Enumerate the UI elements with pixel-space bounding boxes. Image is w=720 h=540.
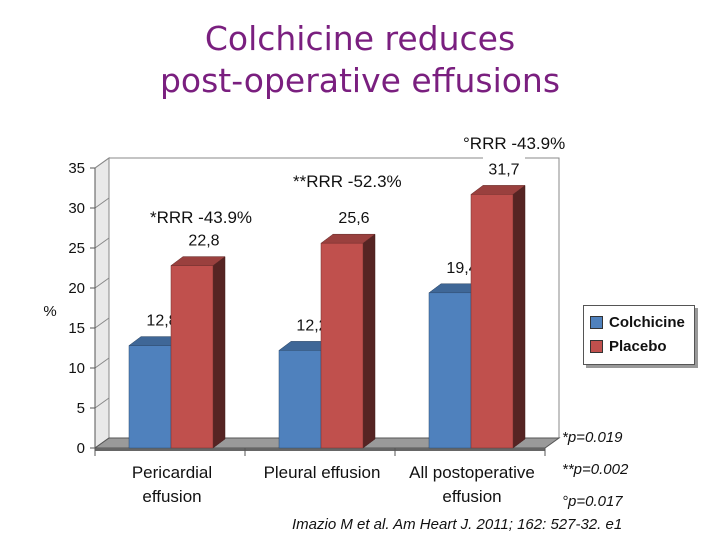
y-grid-stub: [94, 157, 110, 169]
y-grid-stub: [94, 317, 110, 329]
title-line-2: post-operative effusions: [159, 61, 561, 100]
data-label: 12,8: [146, 313, 177, 330]
x-tick-label: Pericardial: [132, 463, 212, 482]
y-tick-label: 10: [68, 360, 85, 377]
plot-floor-edge: [95, 448, 545, 451]
x-tick-label: All postoperative: [409, 463, 535, 482]
data-label-box: [183, 227, 225, 252]
footnote-p3: °p=0.017: [562, 493, 623, 510]
legend-swatch-placebo: [590, 339, 603, 353]
y-grid-stub: [94, 397, 110, 409]
y-grid-stub: [94, 277, 110, 289]
bar-colchicine: [278, 350, 322, 449]
y-tick-label: 20: [68, 280, 85, 297]
legend-item-colchicine: Colchicine: [590, 310, 694, 334]
legend-label-placebo: Placebo: [609, 337, 667, 355]
y-grid-stub: [94, 357, 110, 369]
bar-placebo: [470, 194, 514, 449]
x-tick-label: Pleural effusion: [264, 463, 381, 482]
legend-item-placebo: Placebo: [590, 334, 694, 358]
y-tick-label: 0: [77, 440, 85, 457]
y-tick-label: 30: [68, 200, 85, 217]
bar-colchicine: [428, 292, 472, 449]
bar-side-placebo: [512, 184, 526, 449]
chart-legend: Colchicine Placebo: [583, 305, 695, 365]
bar-placebo: [320, 242, 364, 449]
data-label: 19,4: [446, 260, 477, 277]
bar-placebo: [170, 265, 214, 449]
legend-swatch-colchicine: [590, 315, 603, 329]
data-label: 22,8: [188, 233, 219, 250]
y-grid-stub: [94, 197, 110, 209]
chart-title: Colchicine reduces post-operative effusi…: [0, 18, 720, 102]
data-label-box: [333, 205, 375, 230]
title-line-1: Colchicine reduces: [204, 19, 516, 58]
x-tick-label: effusion: [442, 487, 501, 506]
y-tick-label: 25: [68, 240, 85, 257]
footnote-p2: **p=0.002: [562, 461, 629, 478]
data-label: 25,6: [338, 210, 369, 227]
bar-side-placebo: [362, 233, 376, 449]
plot-side-wall: [94, 157, 110, 449]
data-label: 12,2: [296, 317, 327, 334]
y-axis-label: %: [43, 303, 56, 320]
bar-side-placebo: [212, 256, 226, 449]
y-tick-label: 15: [68, 320, 85, 337]
citation: Imazio M et al. Am Heart J. 2011; 162: 5…: [292, 516, 623, 533]
annotation-pleural-rrr: **RRR -52.3%: [293, 172, 402, 191]
y-grid-stub: [94, 237, 110, 249]
footnote-p1: *p=0.019: [562, 429, 623, 446]
legend-label-colchicine: Colchicine: [609, 313, 685, 331]
y-tick-label: 35: [68, 160, 85, 177]
data-label-box: [483, 156, 525, 181]
data-label: 31,7: [488, 161, 519, 178]
x-tick-label: effusion: [142, 487, 201, 506]
annotation-all-effusion-rrr: °RRR -43.9%: [463, 134, 566, 153]
bar-colchicine: [128, 345, 172, 449]
y-tick-label: 5: [77, 400, 85, 417]
annotation-pericardial-rrr: *RRR -43.9%: [150, 208, 253, 227]
